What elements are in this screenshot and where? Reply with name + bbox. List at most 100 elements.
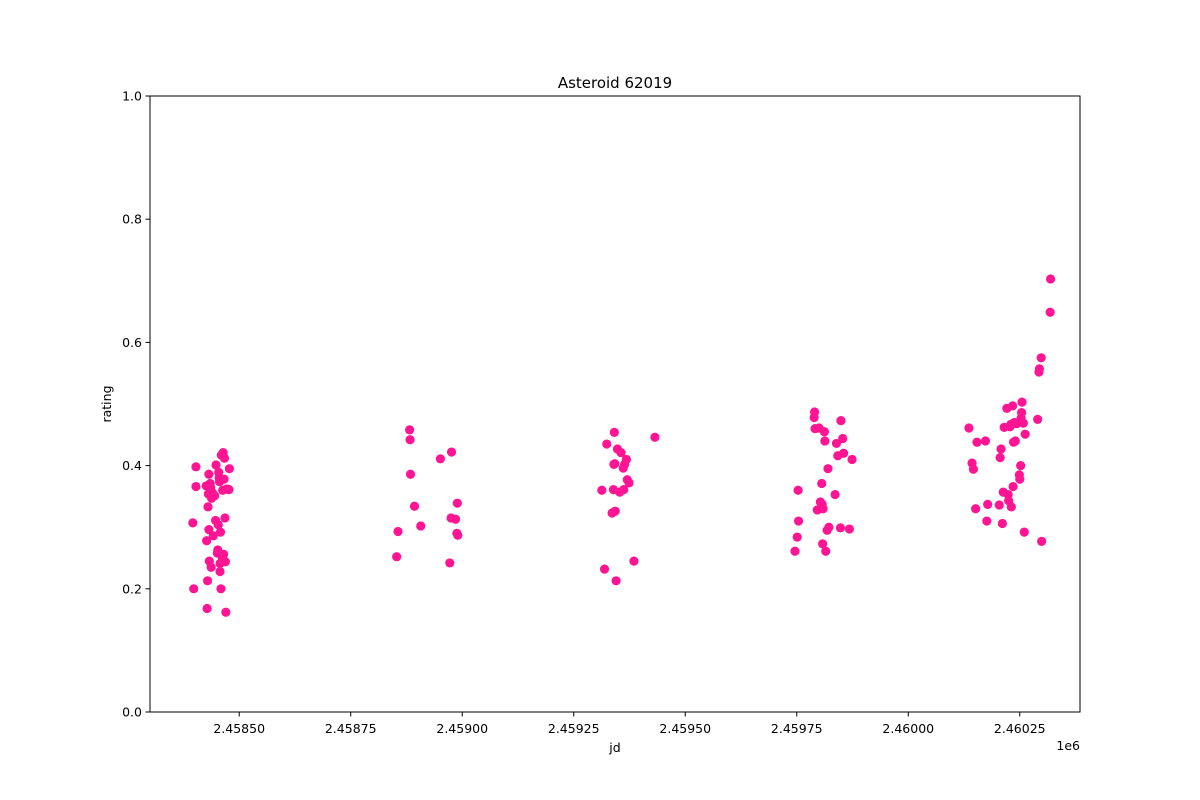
data-point-0 bbox=[188, 518, 198, 528]
data-point-84 bbox=[793, 516, 804, 526]
data-point-102 bbox=[831, 438, 842, 449]
data-point-149 bbox=[1037, 536, 1047, 546]
data-point-142 bbox=[1018, 418, 1028, 428]
data-point-66 bbox=[609, 427, 619, 437]
data-point-2 bbox=[191, 462, 201, 472]
data-point-79 bbox=[629, 556, 639, 566]
data-point-96 bbox=[820, 436, 830, 446]
data-point-51 bbox=[416, 521, 426, 531]
data-point-80 bbox=[650, 432, 660, 442]
data-point-151 bbox=[1045, 274, 1056, 284]
data-point-19 bbox=[210, 491, 220, 501]
data-point-21 bbox=[211, 460, 221, 470]
data-point-129 bbox=[1006, 502, 1016, 512]
y-tick-label: 0.8 bbox=[122, 212, 142, 227]
data-point-117 bbox=[983, 499, 993, 510]
data-point-37 bbox=[219, 474, 229, 484]
data-point-86 bbox=[810, 407, 820, 417]
x-tick-label: 2.45950 bbox=[659, 721, 711, 736]
data-point-78 bbox=[624, 478, 634, 488]
x-tick-label: 2.46000 bbox=[882, 721, 934, 736]
data-point-67 bbox=[610, 459, 620, 469]
data-point-115 bbox=[980, 436, 991, 446]
data-point-138 bbox=[1016, 461, 1026, 471]
data-point-39 bbox=[220, 513, 230, 523]
y-tick-label: 0.2 bbox=[122, 581, 142, 596]
data-point-69 bbox=[611, 576, 621, 586]
data-point-76 bbox=[621, 454, 631, 465]
data-point-130 bbox=[1008, 401, 1018, 411]
x-axis-offset-label: 1e6 bbox=[1056, 738, 1080, 753]
data-point-147 bbox=[1034, 364, 1045, 374]
data-point-15 bbox=[206, 562, 216, 572]
data-points bbox=[188, 274, 1056, 617]
data-point-60 bbox=[597, 485, 607, 495]
data-point-119 bbox=[995, 452, 1005, 463]
chart-title: Asteroid 62019 bbox=[558, 74, 672, 92]
data-point-113 bbox=[971, 504, 981, 514]
data-point-45 bbox=[392, 552, 402, 562]
data-point-99 bbox=[823, 464, 833, 474]
data-point-3 bbox=[191, 481, 201, 492]
data-point-100 bbox=[824, 522, 834, 532]
data-point-118 bbox=[994, 500, 1004, 510]
data-point-52 bbox=[435, 454, 445, 464]
data-point-74 bbox=[619, 485, 629, 495]
x-tick-label: 2.45850 bbox=[213, 721, 265, 736]
data-point-81 bbox=[790, 546, 800, 556]
y-axis-label: rating bbox=[99, 385, 114, 422]
data-point-134 bbox=[1010, 436, 1020, 446]
data-point-49 bbox=[405, 469, 416, 479]
x-tick-label: 2.46025 bbox=[994, 721, 1046, 736]
data-point-82 bbox=[792, 532, 802, 542]
data-point-83 bbox=[793, 485, 803, 495]
x-tick-label: 2.45975 bbox=[771, 721, 823, 736]
data-point-137 bbox=[1015, 474, 1025, 484]
data-point-18 bbox=[208, 531, 218, 541]
data-point-46 bbox=[393, 526, 403, 537]
data-point-93 bbox=[818, 539, 828, 549]
data-point-44 bbox=[224, 464, 234, 474]
data-point-5 bbox=[202, 536, 212, 546]
data-point-148 bbox=[1036, 353, 1046, 363]
data-point-56 bbox=[450, 514, 461, 524]
data-point-30 bbox=[215, 527, 226, 537]
y-tick-label: 0.4 bbox=[122, 458, 142, 473]
data-point-108 bbox=[844, 524, 855, 534]
y-axis: 0.0 0.2 0.4 0.6 0.8 1.0 bbox=[122, 89, 150, 720]
data-point-43 bbox=[224, 485, 234, 495]
data-point-110 bbox=[964, 423, 974, 433]
data-point-109 bbox=[847, 454, 857, 465]
data-point-144 bbox=[1020, 429, 1030, 439]
data-point-68 bbox=[610, 506, 620, 516]
x-tick-label: 2.45875 bbox=[325, 721, 377, 736]
data-point-62 bbox=[602, 439, 612, 449]
data-point-1 bbox=[189, 584, 199, 594]
data-point-150 bbox=[1045, 307, 1055, 317]
y-tick-label: 1.0 bbox=[122, 89, 142, 104]
data-point-112 bbox=[968, 464, 979, 474]
data-point-107 bbox=[839, 448, 849, 458]
data-point-141 bbox=[1017, 397, 1027, 407]
data-point-140 bbox=[1016, 408, 1027, 418]
data-point-97 bbox=[821, 546, 831, 556]
data-point-53 bbox=[445, 558, 455, 568]
data-point-31 bbox=[216, 584, 226, 594]
data-point-95 bbox=[819, 427, 830, 437]
data-point-7 bbox=[202, 576, 213, 586]
data-point-105 bbox=[836, 416, 846, 426]
data-point-29 bbox=[215, 566, 225, 577]
data-point-72 bbox=[616, 448, 626, 458]
data-point-143 bbox=[1019, 527, 1029, 537]
data-point-145 bbox=[1033, 414, 1043, 424]
data-point-120 bbox=[996, 444, 1006, 454]
data-point-50 bbox=[409, 501, 420, 511]
y-tick-label: 0.0 bbox=[122, 705, 142, 720]
data-point-48 bbox=[405, 435, 415, 445]
data-point-41 bbox=[221, 607, 231, 617]
data-point-101 bbox=[830, 489, 840, 500]
data-point-104 bbox=[835, 523, 846, 533]
data-point-121 bbox=[997, 518, 1007, 529]
data-point-114 bbox=[972, 437, 982, 447]
